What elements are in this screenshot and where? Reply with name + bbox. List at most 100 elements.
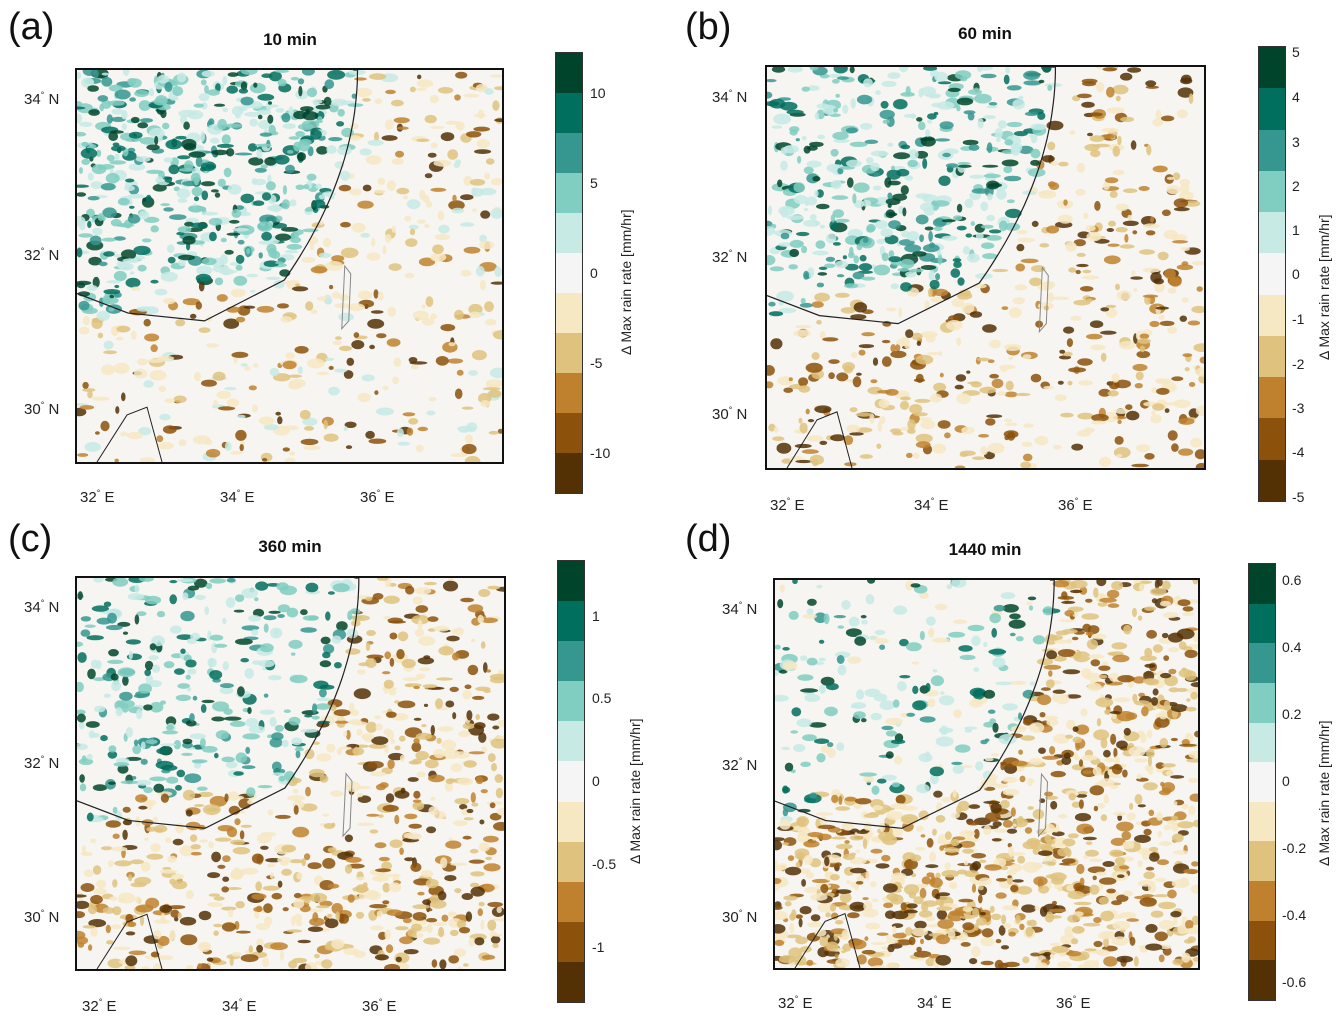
rain-cell: [153, 816, 158, 822]
lat-label-30: 30° N: [712, 405, 747, 423]
rain-cell: [923, 67, 938, 71]
rain-cell: [817, 134, 826, 140]
rain-cell: [105, 624, 123, 631]
rain-cell: [112, 879, 118, 888]
rain-cell: [208, 893, 221, 897]
rain-cell: [803, 840, 820, 848]
rain-cell: [77, 282, 86, 289]
rain-cell: [886, 116, 895, 128]
rain-cell: [1183, 868, 1198, 874]
rain-cell: [1082, 836, 1097, 841]
rain-cell: [1163, 655, 1170, 661]
rain-cell: [1052, 296, 1070, 301]
rain-cell: [1000, 945, 1010, 950]
rain-cell: [148, 88, 155, 97]
rain-cell: [937, 837, 943, 844]
rain-cell: [358, 892, 367, 900]
rain-cell: [865, 871, 870, 881]
rain-cell: [444, 875, 457, 882]
lat-value: 30: [722, 909, 739, 926]
rain-cell: [1012, 297, 1025, 305]
rain-cell: [484, 301, 494, 312]
rain-cell: [809, 454, 824, 465]
rain-cell: [972, 907, 980, 918]
rain-cell: [767, 226, 776, 236]
lon-value: 34: [914, 497, 931, 514]
rain-cell: [309, 892, 328, 903]
rain-cell: [776, 442, 792, 454]
rain-cell: [489, 74, 502, 78]
rain-cell: [1079, 877, 1085, 886]
lon-value: 32: [770, 497, 787, 514]
rain-cell: [1119, 244, 1135, 249]
rain-cell: [347, 303, 365, 312]
rain-cell: [162, 730, 179, 735]
rain-cell: [159, 869, 178, 874]
rain-cell: [166, 725, 174, 731]
rain-cell: [430, 796, 436, 801]
rain-cell: [1067, 891, 1085, 900]
rain-cell: [143, 837, 149, 841]
rain-cell: [300, 728, 318, 733]
rain-cell: [278, 775, 286, 782]
rain-cell: [1139, 249, 1155, 255]
rain-cell: [931, 637, 950, 643]
rain-cell: [879, 822, 886, 832]
rain-cell: [1012, 879, 1024, 883]
rain-cell: [235, 752, 248, 763]
rain-cell: [842, 853, 856, 861]
rain-cell: [958, 645, 973, 652]
lon-suffix: E: [1080, 995, 1091, 1012]
lat-suffix: N: [48, 401, 60, 418]
rain-cell: [229, 219, 240, 224]
rain-cell: [413, 790, 421, 799]
colorbar-segment: [558, 641, 584, 682]
rain-cell: [199, 737, 206, 749]
rain-cell: [293, 898, 305, 909]
rain-cell: [818, 266, 828, 270]
rain-cell: [256, 944, 263, 953]
rain-cell: [1178, 641, 1187, 650]
rain-cell: [193, 103, 204, 108]
rain-cell: [890, 283, 899, 290]
rain-cell: [262, 957, 270, 968]
rain-cell: [1149, 846, 1159, 852]
rain-cell: [92, 865, 102, 875]
rain-cell: [814, 112, 819, 120]
rain-cell: [863, 78, 873, 88]
degree-symbol: °: [738, 600, 743, 610]
rain-cell: [835, 806, 851, 811]
rain-cell: [849, 835, 864, 841]
rain-cell: [346, 357, 355, 366]
rain-cell: [222, 75, 228, 86]
rain-cell: [795, 459, 812, 464]
rain-cell: [267, 809, 274, 816]
rain-cell: [175, 319, 186, 327]
rain-cell: [798, 417, 803, 424]
rain-cell: [918, 910, 933, 918]
rain-cell: [1050, 800, 1058, 810]
rain-cell: [402, 412, 416, 417]
rain-cell: [244, 366, 251, 371]
rain-cell: [406, 427, 414, 436]
rain-cell: [1071, 938, 1079, 945]
rain-cell: [256, 833, 272, 844]
rain-cell: [442, 580, 459, 592]
rain-cell: [1146, 629, 1157, 639]
rain-cell: [791, 707, 802, 717]
rain-cell: [1085, 224, 1096, 232]
rain-cell: [426, 908, 433, 912]
rain-cell: [115, 810, 123, 821]
rain-cell: [989, 905, 995, 913]
colorbar-segment: [1259, 170, 1285, 213]
rain-cell: [485, 856, 493, 861]
rain-cell: [935, 893, 941, 900]
rain-cell: [1078, 380, 1093, 386]
rain-cell: [1043, 951, 1052, 957]
rain-cell: [367, 139, 384, 146]
rain-cell: [1005, 380, 1014, 391]
rain-cell: [1190, 437, 1203, 448]
rain-cell: [145, 739, 158, 745]
rain-cell: [372, 875, 390, 882]
rain-cell: [1010, 725, 1027, 733]
